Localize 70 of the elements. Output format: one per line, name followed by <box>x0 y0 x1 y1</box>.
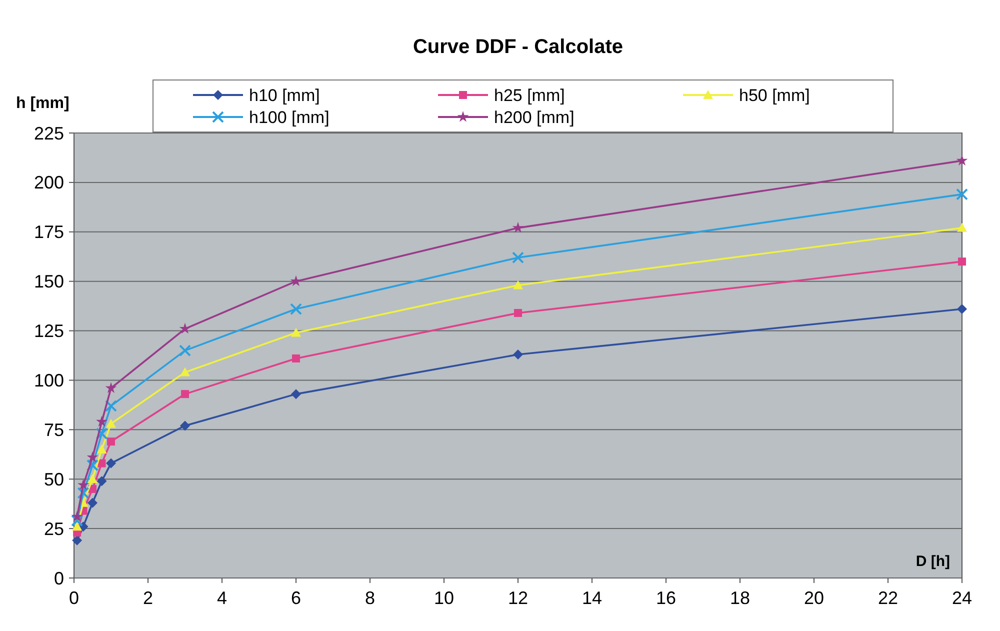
point <box>957 222 967 232</box>
point <box>956 154 968 166</box>
y-tick-label: 175 <box>34 222 64 242</box>
point <box>98 459 106 468</box>
point <box>957 304 967 314</box>
x-tick-label: 0 <box>68 588 80 608</box>
x-tick-label: 12 <box>508 588 528 608</box>
point <box>107 438 115 446</box>
legend-label: h25 [mm] <box>494 86 565 105</box>
x-tick-label: 16 <box>656 588 676 608</box>
point <box>179 322 191 334</box>
point <box>290 303 302 316</box>
legend-label: h200 [mm] <box>494 108 574 127</box>
x-tick-label: 14 <box>582 588 602 608</box>
point <box>958 258 966 266</box>
point <box>96 476 107 486</box>
point <box>106 418 116 428</box>
point <box>512 222 524 233</box>
x-tick-label: 24 <box>952 588 972 608</box>
point <box>96 444 107 454</box>
point <box>96 428 108 440</box>
point <box>96 416 108 427</box>
point <box>291 328 301 337</box>
x-tick-label: 10 <box>434 588 454 608</box>
legend-label: h100 [mm] <box>249 108 330 127</box>
point <box>88 498 98 508</box>
point <box>513 280 523 290</box>
point <box>77 486 90 499</box>
point <box>106 458 116 468</box>
chart-title: Curve DDF - Calcolate <box>412 36 624 58</box>
point <box>512 252 524 264</box>
y-tick-label: 75 <box>44 420 64 440</box>
point <box>105 382 117 393</box>
y-tick-label: 200 <box>34 172 64 193</box>
point <box>181 390 189 398</box>
legend-label: h10 [mm] <box>249 86 320 105</box>
point <box>86 459 98 472</box>
point <box>78 479 89 490</box>
point <box>956 188 968 200</box>
point <box>179 344 191 357</box>
point <box>72 522 82 531</box>
point <box>292 354 300 362</box>
y-tick-label: 150 <box>34 272 64 292</box>
y-tick-label: 100 <box>34 370 64 391</box>
point <box>105 400 117 412</box>
x-tick-label: 22 <box>878 588 898 608</box>
point <box>71 510 83 522</box>
legend-label: h50 [mm] <box>739 86 810 105</box>
x-axis-title: D [h] <box>916 553 950 570</box>
y-tick-label: 225 <box>34 123 64 144</box>
point <box>72 535 82 546</box>
point <box>71 514 84 527</box>
y-tick-label: 50 <box>44 469 64 490</box>
y-tick-label: 125 <box>34 321 64 342</box>
x-tick-label: 2 <box>142 588 154 608</box>
y-tick-label: 0 <box>54 568 64 588</box>
y-tick-label: 25 <box>44 518 64 539</box>
point <box>514 308 522 317</box>
y-axis-title: h [mm] <box>16 95 70 112</box>
point <box>291 389 301 400</box>
x-tick-label: 6 <box>290 588 302 608</box>
point <box>86 451 98 462</box>
point <box>88 474 98 484</box>
x-tick-label: 18 <box>730 588 750 608</box>
x-tick-label: 8 <box>364 588 376 608</box>
point <box>180 420 190 431</box>
point <box>513 350 523 360</box>
x-tick-label: 4 <box>216 588 228 608</box>
point <box>180 367 190 376</box>
x-tick-label: 20 <box>804 588 824 608</box>
